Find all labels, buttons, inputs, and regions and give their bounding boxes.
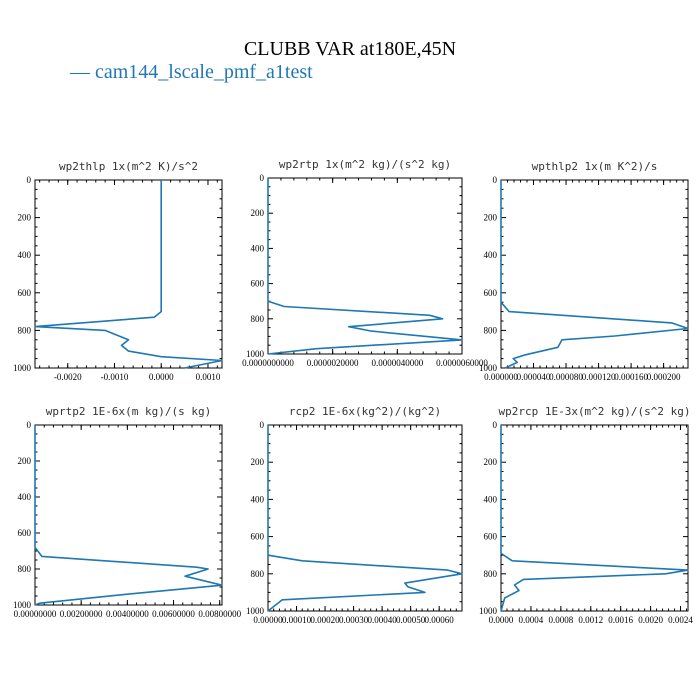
x-tick-label: 0.0000000000 xyxy=(242,358,294,368)
x-tick-label: 0.0000020000 xyxy=(307,358,359,368)
x-tick-label: -0.0020 xyxy=(54,372,82,382)
panel-4: wprtp2 1E-6x(m kg)/(s kg) 0 200 400 600 800 10… xyxy=(13,405,242,619)
x-tick-label: 0.00000000 xyxy=(14,609,57,619)
x-tick-label: 0.00040 xyxy=(367,615,397,625)
y-tick-label: 600 xyxy=(484,288,498,298)
x-tick-label: 0.000200 xyxy=(647,372,681,382)
profile-line xyxy=(34,180,223,369)
y-tick-label: 600 xyxy=(484,532,498,542)
y-tick-label: 400 xyxy=(251,243,265,253)
y-tick-label: 200 xyxy=(251,208,265,218)
x-tick-label: 0.000000 xyxy=(484,372,518,382)
figure-title: CLUBB VAR at180E,45N xyxy=(244,38,456,60)
panel-grid: wp2thlp 1x(m^2 K)/s^2 0 200 400 600 800 1000 -0… xyxy=(13,158,693,625)
x-tick-label: 0.00000 xyxy=(253,615,283,625)
x-tick-label: 0.0020 xyxy=(638,615,663,625)
y-tick-label: 800 xyxy=(484,569,498,579)
panel-6: wp2rcp 1E-3x(m^2 kg)/(s^2 kg)0 200 400 600 8… xyxy=(479,405,693,625)
panel-title: wpthlp2 1x(m K^2)/s xyxy=(532,160,658,173)
x-tick-label: 0.00400000 xyxy=(106,609,149,619)
y-tick-label: 200 xyxy=(484,213,498,223)
y-tick-label: 0 xyxy=(27,175,32,185)
panel-title: wp2rtp 1x(m^2 kg)/(s^2 kg) xyxy=(279,158,451,171)
x-tick-label: 0.00600000 xyxy=(152,609,195,619)
panel-title: wp2rcp 1E-3x(m^2 kg)/(s^2 kg) xyxy=(498,405,690,418)
panel-title: wprtp2 1E-6x(m kg)/(s kg) xyxy=(46,405,212,418)
plot-frame xyxy=(267,177,463,355)
legend-label: cam144_lscale_pmf_a1test xyxy=(95,61,313,83)
y-tick-label: 1000 xyxy=(246,606,265,616)
y-tick-label: 200 xyxy=(484,457,498,467)
x-tick-label: 0.000160 xyxy=(614,372,648,382)
y-tick-label: 200 xyxy=(18,456,32,466)
panel-2: wp2rtp 1x(m^2 kg)/(s^2 kg) 0 200 400 600 800 1… xyxy=(242,158,488,368)
x-tick-label: 0.000120 xyxy=(582,372,616,382)
y-tick-label: 0 xyxy=(493,420,498,430)
profile-line xyxy=(267,178,463,355)
y-tick-label: 200 xyxy=(251,457,265,467)
x-tick-label: 0.00050 xyxy=(396,615,426,625)
y-tick-label: 800 xyxy=(18,325,32,335)
y-tick-label: 0 xyxy=(493,175,498,185)
x-tick-label: 0.0016 xyxy=(608,615,633,625)
y-tick-label: 800 xyxy=(251,314,265,324)
x-tick-label: 0.000080 xyxy=(549,372,583,382)
y-tick-label: 0 xyxy=(260,173,265,183)
x-tick-label: 0.00010 xyxy=(282,615,312,625)
plot-frame xyxy=(500,179,689,369)
y-tick-label: 800 xyxy=(18,564,32,574)
y-tick-label: 1000 xyxy=(246,349,265,359)
legend-entry: — cam144_lscale_pmf_a1test xyxy=(69,61,313,83)
x-tick-label: 0.00030 xyxy=(339,615,369,625)
x-tick-label: 0.0010 xyxy=(196,372,221,382)
y-tick-label: 400 xyxy=(484,250,498,260)
y-tick-label: 400 xyxy=(18,250,32,260)
x-tick-label: 0.000040 xyxy=(517,372,551,382)
profile-line xyxy=(267,425,463,612)
x-tick-label: 0.0000 xyxy=(149,372,174,382)
y-tick-label: 800 xyxy=(251,569,265,579)
panel-3: wpthlp2 1x(m K^2)/s020040060080010000.00… xyxy=(479,160,689,382)
plot-frame xyxy=(500,424,689,612)
x-tick-label: 0.0012 xyxy=(578,615,603,625)
y-tick-label: 1000 xyxy=(479,363,498,373)
y-tick-label: 600 xyxy=(251,279,265,289)
y-tick-label: 1000 xyxy=(479,606,498,616)
y-tick-label: 800 xyxy=(484,325,498,335)
panel-title: wp2thlp 1x(m^2 K)/s^2 xyxy=(59,160,198,173)
x-tick-label: 0.0024 xyxy=(668,615,693,625)
y-tick-label: 200 xyxy=(18,213,32,223)
plot-frame xyxy=(267,424,463,612)
x-tick-label: -0.0010 xyxy=(101,372,129,382)
x-tick-label: 0.00020 xyxy=(310,615,340,625)
y-tick-label: 0 xyxy=(27,420,32,430)
x-tick-label: 0.0000060000 xyxy=(436,358,488,368)
x-tick-label: 0.00060 xyxy=(425,615,455,625)
y-tick-label: 1000 xyxy=(13,600,32,610)
y-tick-label: 400 xyxy=(18,492,32,502)
x-tick-label: 0.0004 xyxy=(519,615,544,625)
x-tick-label: 0.00800000 xyxy=(198,609,241,619)
y-tick-label: 0 xyxy=(260,420,265,430)
y-tick-label: 400 xyxy=(484,494,498,504)
panel-5: rcp2 1E-6x(kg^2)/(kg^2) 0 200 400 600 800 1000… xyxy=(246,405,463,625)
x-tick-label: 0.0000 xyxy=(489,615,514,625)
y-tick-label: 600 xyxy=(18,528,32,538)
y-tick-label: 600 xyxy=(18,288,32,298)
y-tick-label: 400 xyxy=(251,494,265,504)
y-tick-label: 1000 xyxy=(13,363,32,373)
panel-title: rcp2 1E-6x(kg^2)/(kg^2) xyxy=(289,405,441,418)
x-tick-label: 0.0008 xyxy=(548,615,573,625)
profile-line xyxy=(34,425,223,606)
panel-1: wp2thlp 1x(m^2 K)/s^2 0 200 400 600 800 1000 -0… xyxy=(13,160,223,382)
x-tick-label: 0.0000040000 xyxy=(371,358,423,368)
profile-line xyxy=(500,425,689,612)
profile-line xyxy=(500,180,689,369)
legend-dash: — xyxy=(69,61,95,83)
x-tick-label: 0.00200000 xyxy=(60,609,103,619)
y-tick-label: 600 xyxy=(251,532,265,542)
